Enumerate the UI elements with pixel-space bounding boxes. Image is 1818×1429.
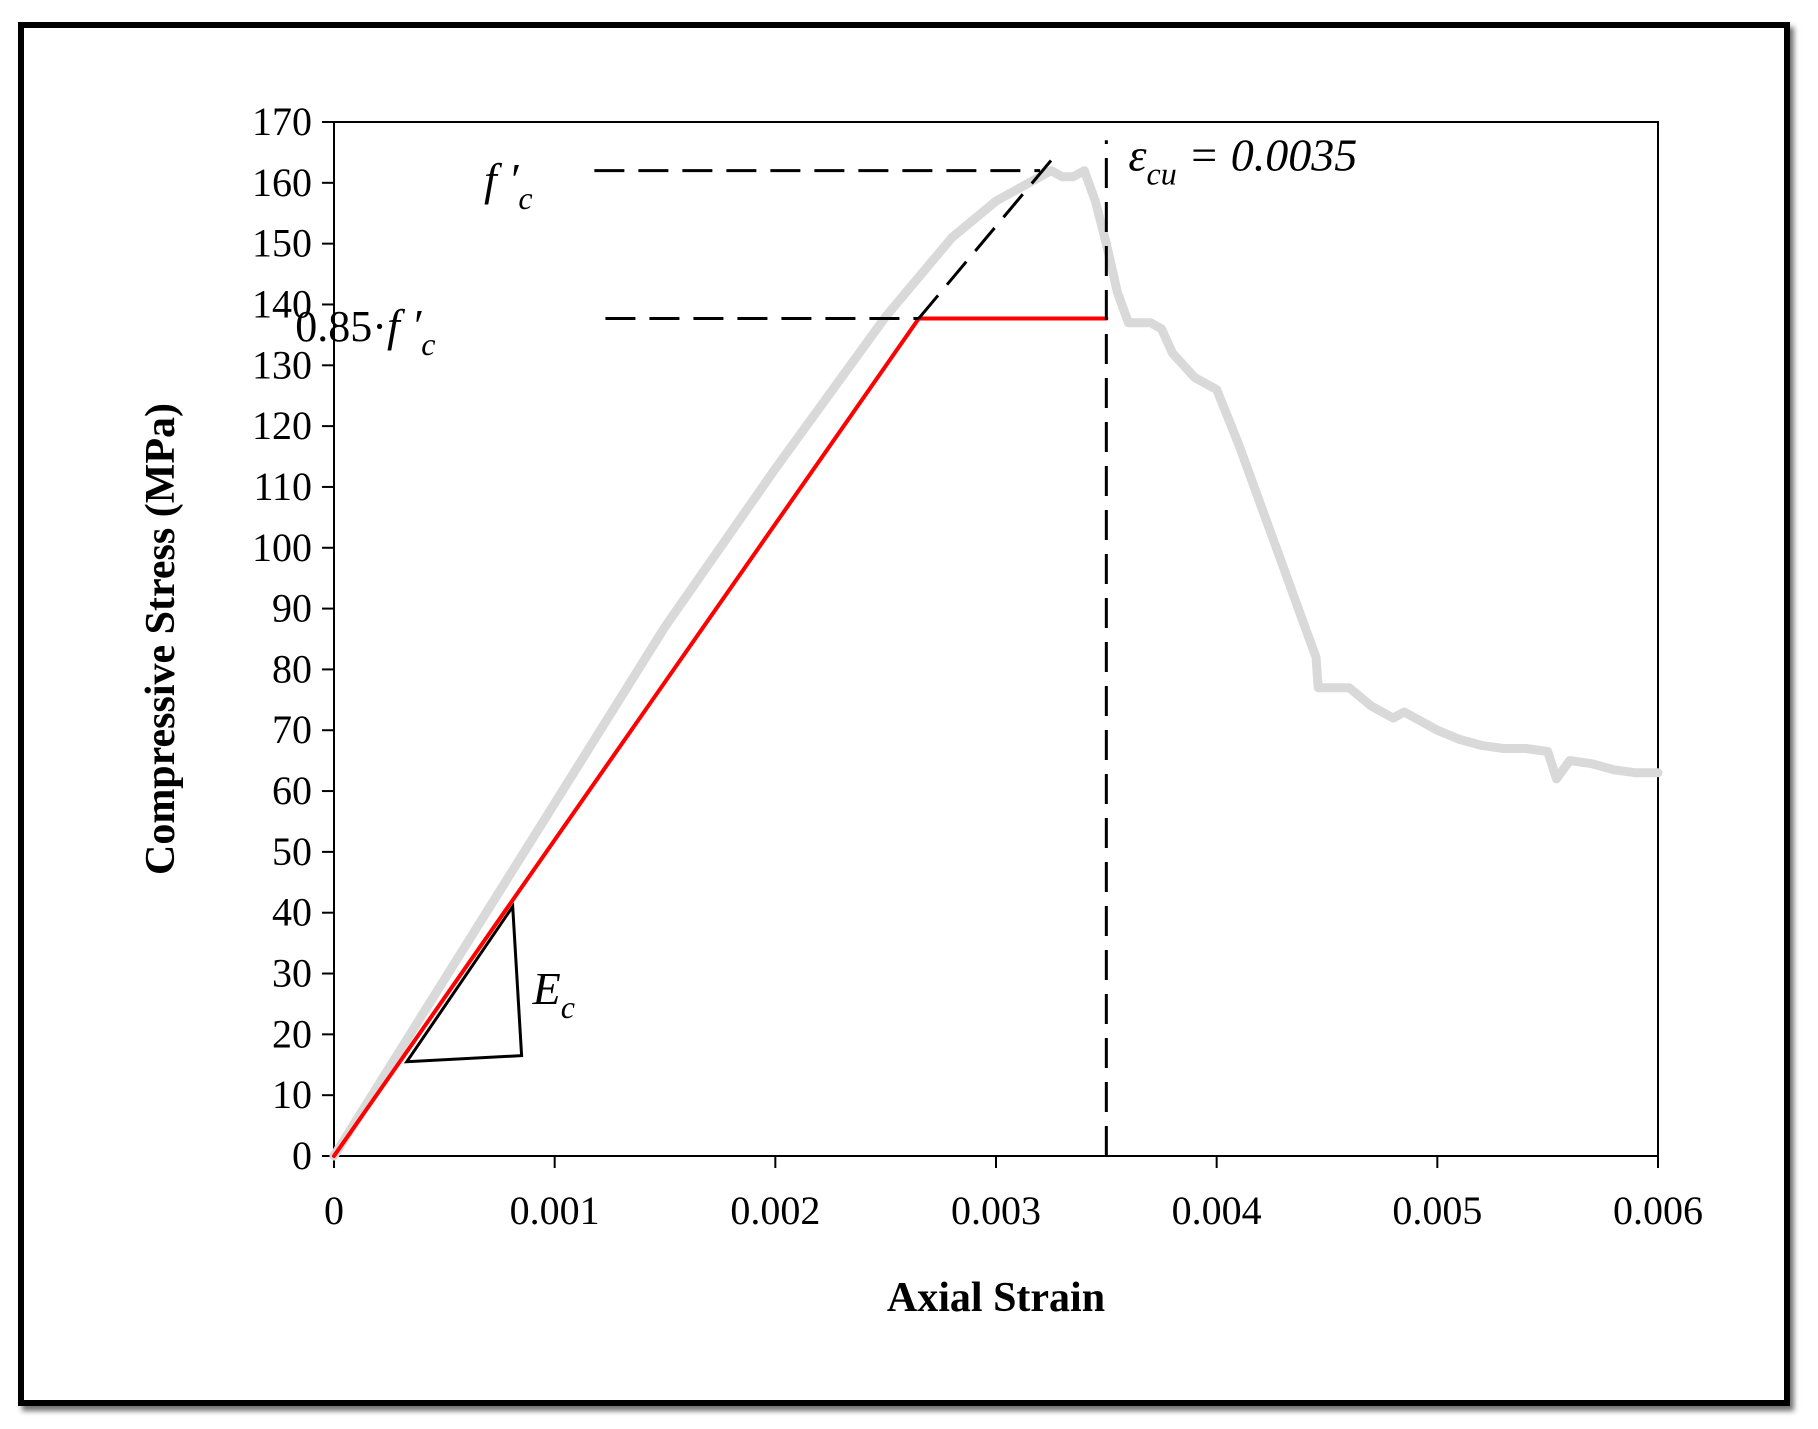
x-tick-label: 0.004 [1172, 1188, 1262, 1233]
idealized-curve [332, 316, 1109, 1158]
annotation-ec-main: E [532, 963, 561, 1014]
annotation-fc: f ′c [484, 154, 533, 216]
y-tick-label: 30 [272, 951, 312, 996]
y-tick-label: 0 [292, 1133, 312, 1178]
y-tick-label: 60 [272, 768, 312, 813]
x-tick-label: 0.006 [1613, 1188, 1703, 1233]
y-tick-label: 50 [272, 829, 312, 874]
y-tick-label: 40 [272, 890, 312, 935]
y-tick-label: 150 [252, 221, 312, 266]
y-tick-label: 130 [252, 342, 312, 387]
y-tick-label: 10 [272, 1072, 312, 1117]
x-tick-label: 0 [324, 1188, 344, 1233]
y-tick-label: 110 [253, 464, 312, 509]
annotation-ecu: εcu = 0.0035 [1128, 130, 1357, 192]
x-axis-title: Axial Strain [887, 1275, 1105, 1321]
experimental-curve [329, 166, 1663, 1161]
annotation-fc-sub: c [518, 180, 532, 216]
series [329, 166, 1663, 1161]
y-tick-label: 120 [252, 403, 312, 448]
annotation-ecu-sub: cu [1147, 156, 1177, 192]
extrapolated-dashed-line [917, 151, 1059, 320]
y-tick-label: 140 [252, 281, 312, 326]
y-tick-label: 70 [272, 707, 312, 752]
y-tick-label: 80 [272, 646, 312, 691]
annotation-ecu-value: = 0.0035 [1177, 130, 1358, 181]
annotation-ecu-main: ε [1128, 130, 1147, 181]
stress-strain-chart: 0 0.001 0.002 0.003 0.004 0.005 0.006 0 10 20 30 40… [138, 99, 1703, 1321]
y-tick-label: 20 [272, 1011, 312, 1056]
y-tick-label: 90 [272, 586, 312, 631]
annotation-085fc-prefix: 0.85· [295, 302, 387, 351]
y-tick-label: 100 [252, 525, 312, 570]
figure-frame: 0 0.001 0.002 0.003 0.004 0.005 0.006 0 10 20 30 40… [18, 22, 1790, 1406]
modulus-slope-triangle [403, 902, 524, 1064]
x-tick-label: 0.003 [951, 1188, 1041, 1233]
x-tick-label: 0.005 [1392, 1188, 1482, 1233]
y-tick-label: 170 [252, 99, 312, 144]
annotation-fc-main: f ′ [484, 154, 519, 205]
y-tick-label: 160 [252, 160, 312, 205]
x-tick-label: 0.001 [510, 1188, 600, 1233]
annotation-085fc-main: f ′ [387, 300, 422, 351]
y-axis-title: Compressive Stress (MPa) [138, 403, 184, 875]
reference-lines [594, 140, 1108, 1156]
annotation-ec: Ec [532, 963, 575, 1025]
annotation-085fc-sub: c [421, 326, 435, 362]
ticks: 0 0.001 0.002 0.003 0.004 0.005 0.006 0 10 20 30 40… [252, 99, 1703, 1233]
x-tick-label: 0.002 [730, 1188, 820, 1233]
annotation-085fc: 0.85·f ′c [295, 300, 435, 362]
annotation-ec-sub: c [561, 989, 575, 1025]
